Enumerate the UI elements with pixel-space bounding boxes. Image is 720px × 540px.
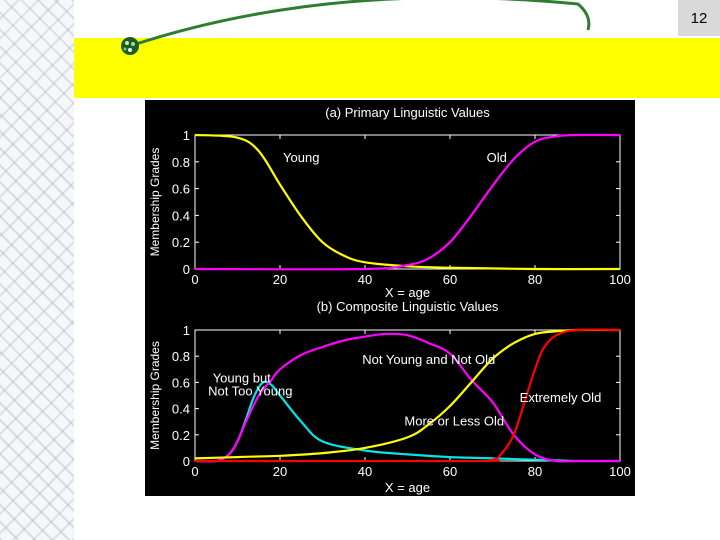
y-tick-label-0-1: 0.2 xyxy=(172,235,190,250)
series-line-1-3 xyxy=(194,328,621,463)
annotation-1-1: Not Too Young xyxy=(208,384,292,399)
annotation-1-0: Young but xyxy=(213,370,271,385)
decorative-side-pattern xyxy=(0,0,74,540)
x-tick-label-0-1: 20 xyxy=(273,272,287,287)
y-tick-label-1-0: 0 xyxy=(183,454,190,469)
y-tick-label-0-2: 0.4 xyxy=(172,208,190,223)
series-line-0-1 xyxy=(194,133,621,271)
annotation-1-4: Extremely Old xyxy=(520,390,602,405)
plot-frame-0 xyxy=(194,134,621,270)
y-tick-label-0-3: 0.6 xyxy=(172,182,190,197)
chart-title-1: (b) Composite Linguistic Values xyxy=(317,299,499,314)
y-axis-label-0: Membership Grades xyxy=(148,148,162,257)
annotation-1-3: More or Less Old xyxy=(404,414,504,429)
y-axis-label-1: Membership Grades xyxy=(148,341,162,450)
x-axis-label-1: X = age xyxy=(385,480,430,495)
series-line-1-1 xyxy=(194,332,620,463)
fuzzy-membership-figure: (a) Primary Linguistic Values X = age Memb… xyxy=(145,100,635,496)
annotation-0-1: Old xyxy=(487,150,507,165)
x-axis-label-0: X = age xyxy=(385,285,430,300)
y-tick-label-0-5: 1 xyxy=(183,128,190,143)
globe-icon xyxy=(121,37,139,55)
y-tick-label-1-3: 0.6 xyxy=(172,375,190,390)
annotation-0-0: Young xyxy=(283,150,319,165)
x-tick-label-1-3: 60 xyxy=(443,464,457,479)
swoosh-curve xyxy=(129,0,591,48)
y-tick-label-1-1: 0.2 xyxy=(172,428,190,443)
header-band xyxy=(74,38,720,98)
x-tick-label-0-0: 0 xyxy=(191,272,198,287)
y-tick-label-1-4: 0.8 xyxy=(172,349,190,364)
x-tick-label-1-4: 80 xyxy=(528,464,542,479)
annotation-1-2: Not Young and Not Old xyxy=(362,352,495,367)
y-tick-label-0-4: 0.8 xyxy=(172,155,190,170)
series-line-0-0 xyxy=(194,133,621,271)
x-tick-label-1-5: 100 xyxy=(609,464,631,479)
series-line-1-2 xyxy=(194,328,621,460)
y-tick-label-1-5: 1 xyxy=(183,323,190,338)
x-tick-label-1-1: 20 xyxy=(273,464,287,479)
x-tick-label-0-2: 40 xyxy=(358,272,372,287)
y-tick-label-0-0: 0 xyxy=(183,262,190,277)
x-tick-label-0-3: 60 xyxy=(443,272,457,287)
charts-svg: (a) Primary Linguistic Values X = age Memb… xyxy=(148,105,631,495)
chart-title-0: (a) Primary Linguistic Values xyxy=(325,105,490,120)
y-tick-label-1-2: 0.4 xyxy=(172,402,190,417)
x-tick-label-0-4: 80 xyxy=(528,272,542,287)
page-number: 12 xyxy=(678,0,720,36)
x-tick-label-1-2: 40 xyxy=(358,464,372,479)
header-decoration xyxy=(121,0,591,55)
x-tick-label-0-5: 100 xyxy=(609,272,631,287)
x-tick-label-1-0: 0 xyxy=(191,464,198,479)
